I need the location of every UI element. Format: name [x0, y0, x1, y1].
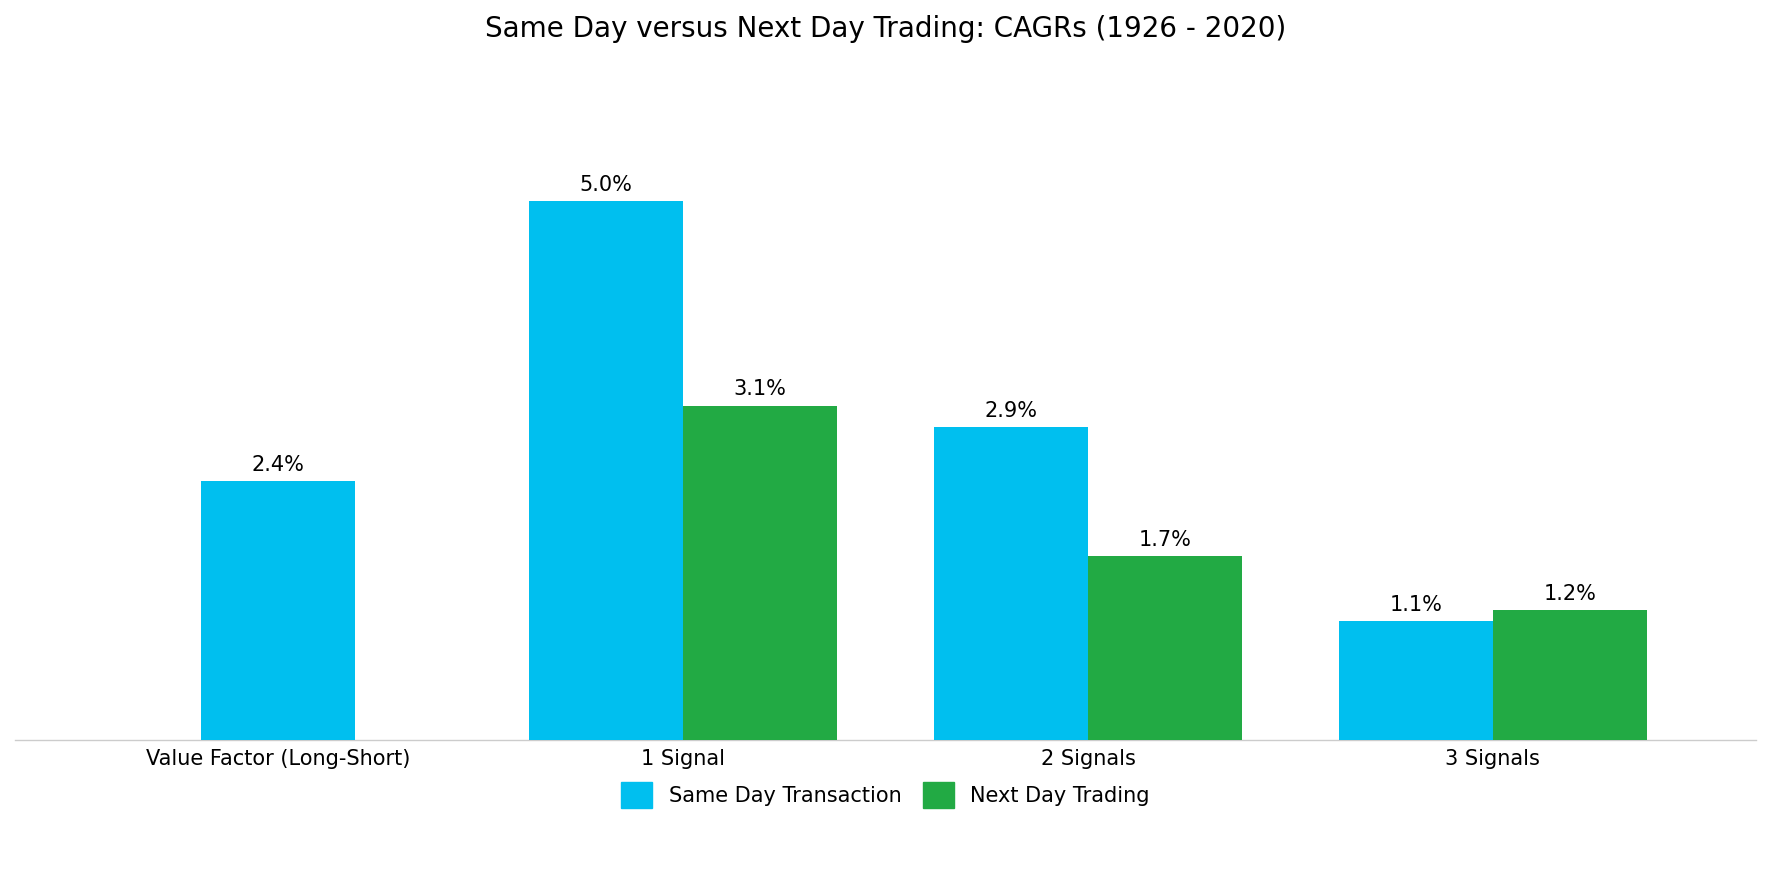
Text: 1.1%: 1.1% — [1390, 595, 1442, 615]
Text: 2.4%: 2.4% — [251, 455, 305, 475]
Bar — [1493, 610, 1647, 740]
Bar — [1087, 556, 1241, 740]
Text: 2.9%: 2.9% — [985, 400, 1038, 421]
Text: 1.2%: 1.2% — [1543, 584, 1596, 604]
Bar — [684, 406, 838, 740]
Text: 5.0%: 5.0% — [579, 175, 632, 195]
Bar — [202, 481, 356, 740]
Legend: Same Day Transaction, Next Day Trading: Same Day Transaction, Next Day Trading — [613, 773, 1158, 816]
Text: 1.7%: 1.7% — [1139, 530, 1192, 550]
Bar — [933, 427, 1087, 740]
Bar — [1339, 621, 1493, 740]
Title: Same Day versus Next Day Trading: CAGRs (1926 - 2020): Same Day versus Next Day Trading: CAGRs … — [485, 15, 1286, 43]
Bar — [530, 201, 684, 740]
Text: 3.1%: 3.1% — [733, 379, 786, 400]
